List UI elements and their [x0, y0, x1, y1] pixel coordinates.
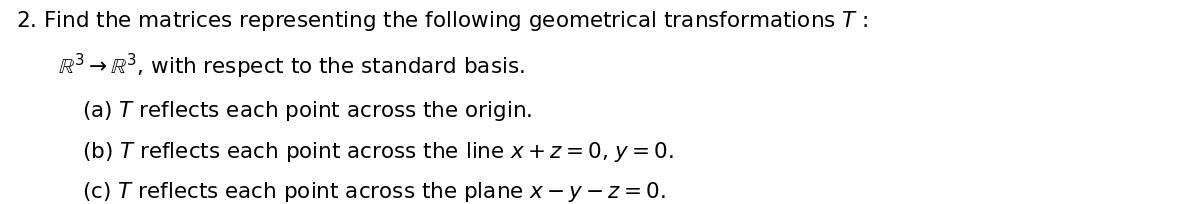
Text: (a) $T$ reflects each point across the origin.: (a) $T$ reflects each point across the o…: [82, 99, 532, 123]
Text: (b) $T$ reflects each point across the line $x + z = 0$, $y = 0$.: (b) $T$ reflects each point across the l…: [82, 140, 673, 164]
Text: (c) $T$ reflects each point across the plane $x - y - z = 0$.: (c) $T$ reflects each point across the p…: [82, 180, 665, 204]
Text: 2. Find the matrices representing the following geometrical transformations $T$ : 2. Find the matrices representing the fo…: [16, 9, 868, 32]
Text: $\mathbb{R}^3 \to \mathbb{R}^3$, with respect to the standard basis.: $\mathbb{R}^3 \to \mathbb{R}^3$, with re…: [58, 52, 524, 81]
